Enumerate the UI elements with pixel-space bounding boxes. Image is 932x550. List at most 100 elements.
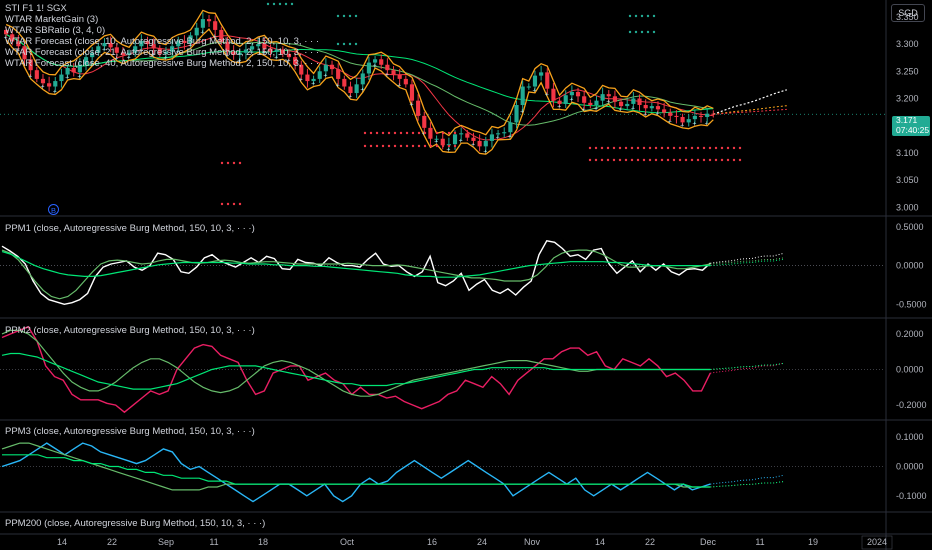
candle-body <box>120 52 125 55</box>
legend-item-forecast-10[interactable]: WTAR Forecast (close, 10, Autoregressive… <box>5 36 319 47</box>
signal-dot <box>453 131 457 135</box>
signal-dot <box>612 146 616 150</box>
signal-dot <box>348 42 352 46</box>
signal-marker: + <box>28 74 32 81</box>
signal-dot <box>612 158 616 162</box>
signal-dot <box>648 158 652 162</box>
signal-dot <box>238 161 242 165</box>
candle-body <box>631 98 636 104</box>
ma-fast-line <box>5 33 714 141</box>
signal-dot <box>702 158 706 162</box>
candle-body <box>422 115 427 128</box>
time-axis-tick: 24 <box>477 537 487 547</box>
candle-body <box>311 78 316 82</box>
signal-dot <box>634 14 638 18</box>
candle-body <box>465 133 470 138</box>
signal-dot <box>226 202 230 206</box>
currency-button[interactable]: SGD <box>891 4 925 22</box>
signal-marker: + <box>606 99 610 106</box>
candle-body <box>705 113 710 117</box>
signal-dot <box>654 146 658 150</box>
signal-dot <box>423 144 427 148</box>
candle-body <box>403 78 408 85</box>
ppm3-forecast-line <box>710 481 784 488</box>
candle-body <box>680 116 685 123</box>
candle-body <box>170 46 175 52</box>
signal-dot <box>696 158 700 162</box>
price-axis-tick: 3.000 <box>896 202 919 212</box>
candle-body <box>379 59 384 65</box>
candle-body <box>366 62 371 74</box>
candle-body <box>514 105 519 123</box>
ppm2-axis-tick: -0.2000 <box>896 400 927 410</box>
ppm2-label[interactable]: PPM2 (close, Autoregressive Burg Method,… <box>5 325 255 336</box>
signal-dot <box>278 2 282 6</box>
candle-body <box>409 84 415 101</box>
forecast-line-40 <box>713 108 787 115</box>
signal-dot <box>226 161 230 165</box>
candle-body <box>188 35 193 43</box>
signal-marker: + <box>114 55 118 62</box>
candle-body <box>256 44 261 47</box>
ppm3-label[interactable]: PPM3 (close, Autoregressive Burg Method,… <box>5 426 255 437</box>
ppm1-forecast-line <box>710 252 784 264</box>
symbol-line[interactable]: STI F1 1! SGX <box>5 3 67 14</box>
ppm2-forecast-line <box>710 362 784 374</box>
candle-body <box>539 72 544 76</box>
signal-dot <box>441 144 445 148</box>
candle-body <box>163 51 169 54</box>
candle-body <box>53 81 58 87</box>
candle-body <box>96 46 101 53</box>
candle-body <box>612 96 617 102</box>
lower-envelope-line <box>5 28 714 155</box>
signal-dot <box>606 146 610 150</box>
candle-body <box>342 78 347 87</box>
signal-dot <box>640 30 644 34</box>
ppm2-axis-tick: 0.2000 <box>896 329 924 339</box>
signal-dot <box>702 146 706 150</box>
signal-marker: + <box>643 112 647 119</box>
candle-body <box>329 64 335 70</box>
candle-body <box>102 42 107 47</box>
signal-marker: + <box>373 63 377 70</box>
signal-dot <box>726 146 730 150</box>
signal-dot <box>399 131 403 135</box>
candle-body <box>698 115 704 117</box>
legend-item-forecast-40[interactable]: WTAR Forecast (close, 40, Autoregressive… <box>5 58 319 69</box>
ppm1-label[interactable]: PPM1 (close, Autoregressive Burg Method,… <box>5 223 255 234</box>
signal-marker: + <box>360 87 364 94</box>
candle-body <box>600 94 605 101</box>
candle-body <box>354 84 359 94</box>
signal-dot <box>690 146 694 150</box>
candle-body <box>176 40 181 47</box>
candle-body <box>219 29 224 42</box>
legend-item-marketgain[interactable]: WTAR MarketGain (3) <box>5 14 99 25</box>
ppm2-series-line <box>1 352 711 390</box>
signal-dot <box>714 146 718 150</box>
signal-marker: + <box>127 55 131 62</box>
signal-dot <box>393 144 397 148</box>
signal-dot <box>652 30 656 34</box>
candle-body <box>10 34 15 42</box>
time-axis-tick: 22 <box>107 537 117 547</box>
signal-dot <box>732 158 736 162</box>
candle-body <box>145 40 150 45</box>
ppm3-series-line <box>1 442 711 503</box>
signal-dot <box>387 131 391 135</box>
signal-dot <box>342 14 346 18</box>
signal-dot <box>642 158 646 162</box>
candle-body <box>686 119 691 123</box>
legend-item-sbratio[interactable]: WTAR SBRatio (3, 4, 0) <box>5 25 106 36</box>
ppm200-label[interactable]: PPM200 (close, Autoregressive Burg Metho… <box>5 518 266 529</box>
upper-envelope-line <box>5 9 714 137</box>
signal-dot <box>375 131 379 135</box>
price-legend: STI F1 1! SGX WTAR MarketGain (3) WTAR S… <box>5 3 319 69</box>
signal-marker: + <box>53 89 57 96</box>
event-marker-icon[interactable]: B <box>48 204 59 215</box>
candle-body <box>22 46 27 60</box>
candle-body <box>545 72 550 89</box>
legend-item-forecast-21[interactable]: WTAR Forecast (close, 21, Autoregressive… <box>5 47 319 58</box>
candle-body <box>336 69 341 79</box>
signal-marker: + <box>655 110 659 117</box>
